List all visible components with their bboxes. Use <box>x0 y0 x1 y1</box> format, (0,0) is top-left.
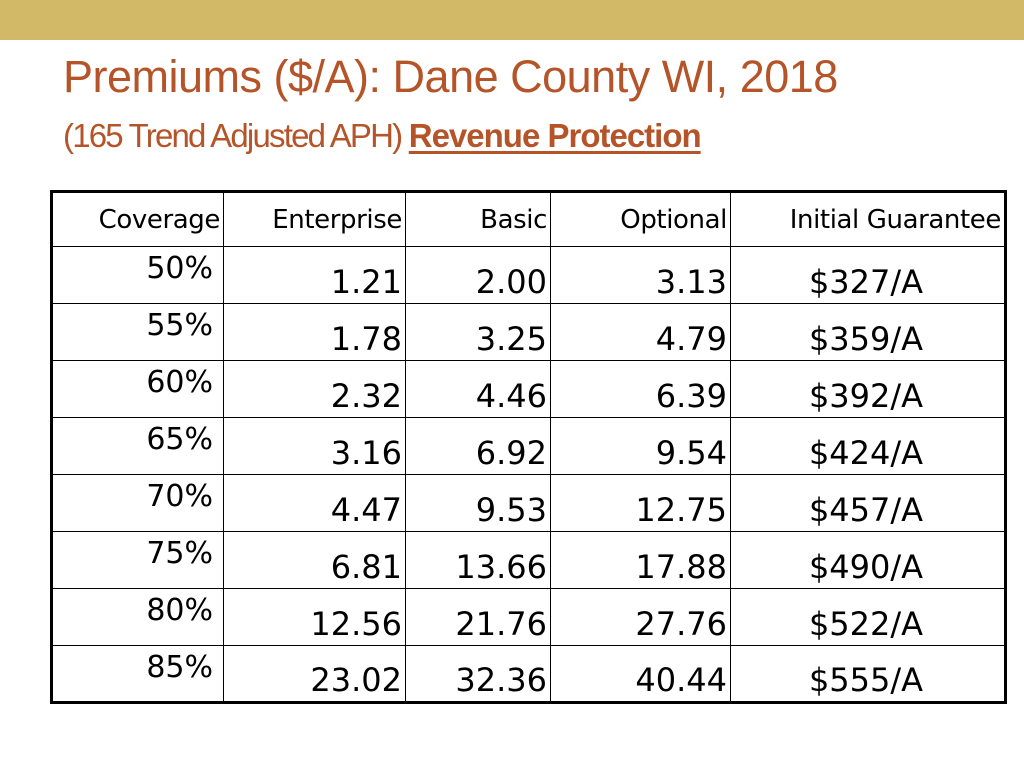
optional-premium-cell: 40.44 <box>550 645 731 703</box>
enterprise-premium-cell: 1.21 <box>223 246 406 304</box>
slide-subtitle: (165 Trend Adjusted APH) Revenue Protect… <box>63 112 702 160</box>
optional-premium-cell: 4.79 <box>550 303 731 361</box>
basic-premium-cell: 21.76 <box>405 588 551 646</box>
enterprise-premium-cell: 1.78 <box>223 303 406 361</box>
coverage-cell: 85% <box>51 645 224 703</box>
slide-title: Premiums ($/A): Dane County WI, 2018 <box>63 51 838 102</box>
optional-premium-cell: 17.88 <box>550 531 731 589</box>
optional-premium-cell: 3.13 <box>550 246 731 304</box>
column-header-optional: Optional <box>550 191 731 247</box>
table-row: 55% 1.78 3.25 4.79 $359/A <box>51 303 1006 361</box>
initial-guarantee-cell: $555/A <box>730 645 1006 703</box>
enterprise-premium-cell: 23.02 <box>223 645 406 703</box>
coverage-cell: 75% <box>51 531 224 589</box>
subtitle-aph-note: (165 Trend Adjusted APH) <box>63 117 409 154</box>
initial-guarantee-cell: $327/A <box>730 246 1006 304</box>
table-row: 50% 1.21 2.00 3.13 $327/A <box>51 246 1006 304</box>
coverage-cell: 70% <box>51 474 224 532</box>
optional-premium-cell: 6.39 <box>550 360 731 418</box>
table-row: 75% 6.81 13.66 17.88 $490/A <box>51 531 1006 589</box>
table-row: 60% 2.32 4.46 6.39 $392/A <box>51 360 1006 418</box>
basic-premium-cell: 2.00 <box>405 246 551 304</box>
subtitle-revenue-protection: Revenue Protection <box>408 117 702 154</box>
basic-premium-cell: 6.92 <box>405 417 551 475</box>
table-row: 80% 12.56 21.76 27.76 $522/A <box>51 588 1006 646</box>
initial-guarantee-cell: $424/A <box>730 417 1006 475</box>
table-header-row: Coverage Enterprise Basic Optional Initi… <box>51 191 1006 247</box>
coverage-cell: 80% <box>51 588 224 646</box>
column-header-coverage: Coverage <box>51 191 224 247</box>
enterprise-premium-cell: 4.47 <box>223 474 406 532</box>
enterprise-premium-cell: 2.32 <box>223 360 406 418</box>
initial-guarantee-cell: $457/A <box>730 474 1006 532</box>
basic-premium-cell: 9.53 <box>405 474 551 532</box>
basic-premium-cell: 4.46 <box>405 360 551 418</box>
initial-guarantee-cell: $392/A <box>730 360 1006 418</box>
table-row: 70% 4.47 9.53 12.75 $457/A <box>51 474 1006 532</box>
enterprise-premium-cell: 3.16 <box>223 417 406 475</box>
coverage-cell: 60% <box>51 360 224 418</box>
basic-premium-cell: 32.36 <box>405 645 551 703</box>
enterprise-premium-cell: 12.56 <box>223 588 406 646</box>
initial-guarantee-cell: $490/A <box>730 531 1006 589</box>
premiums-table: Coverage Enterprise Basic Optional Initi… <box>50 190 1007 704</box>
coverage-cell: 55% <box>51 303 224 361</box>
table-row: 85% 23.02 32.36 40.44 $555/A <box>51 645 1006 703</box>
optional-premium-cell: 27.76 <box>550 588 731 646</box>
top-accent-bar <box>0 0 1024 40</box>
coverage-cell: 50% <box>51 246 224 304</box>
column-header-initial-guarantee: Initial Guarantee <box>730 191 1006 247</box>
coverage-cell: 65% <box>51 417 224 475</box>
basic-premium-cell: 3.25 <box>405 303 551 361</box>
optional-premium-cell: 12.75 <box>550 474 731 532</box>
initial-guarantee-cell: $359/A <box>730 303 1006 361</box>
basic-premium-cell: 13.66 <box>405 531 551 589</box>
initial-guarantee-cell: $522/A <box>730 588 1006 646</box>
table-row: 65% 3.16 6.92 9.54 $424/A <box>51 417 1006 475</box>
enterprise-premium-cell: 6.81 <box>223 531 406 589</box>
optional-premium-cell: 9.54 <box>550 417 731 475</box>
column-header-basic: Basic <box>405 191 551 247</box>
column-header-enterprise: Enterprise <box>223 191 406 247</box>
